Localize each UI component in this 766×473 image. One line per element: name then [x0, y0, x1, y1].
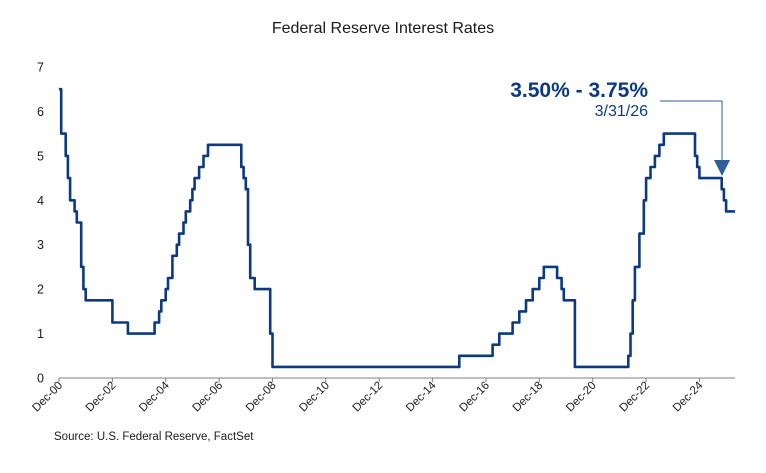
y-tick-label: 5	[37, 149, 44, 163]
y-tick-label: 7	[37, 61, 44, 75]
x-tick-label: Dec-22	[617, 380, 652, 415]
y-tick-label: 2	[37, 283, 44, 297]
y-tick-label: 1	[37, 327, 44, 341]
x-tick-label: Dec-10	[297, 380, 332, 415]
x-tick-label: Dec-24	[671, 379, 706, 414]
x-tick-label: Dec-20	[564, 380, 599, 415]
source-note: Source: U.S. Federal Reserve, FactSet	[54, 431, 254, 443]
x-tick-label: Dec-06	[191, 380, 226, 415]
rate-callout-date: 3/31/26	[594, 103, 648, 120]
x-tick-label: Dec-14	[404, 379, 439, 414]
x-tick-label: Dec-08	[244, 380, 279, 415]
y-tick-label: 4	[37, 194, 44, 208]
x-tick-label: Dec-00	[30, 380, 65, 415]
chart-title: Federal Reserve Interest Rates	[271, 20, 495, 37]
y-tick-label: 6	[37, 105, 44, 119]
x-tick-label: Dec-18	[511, 380, 546, 415]
x-tick-label: Dec-16	[457, 380, 492, 415]
rate-line	[59, 87, 735, 369]
callout-arrow-head	[714, 160, 730, 176]
y-tick-label: 3	[37, 238, 44, 252]
x-tick-label: Dec-02	[84, 380, 119, 415]
callout-leader-line	[660, 100, 723, 160]
x-tick-label: Dec-04	[137, 379, 172, 414]
rate-callout-value: 3.50% - 3.75%	[510, 79, 648, 102]
x-tick-label: Dec-12	[351, 380, 386, 415]
y-tick-label: 0	[37, 372, 44, 386]
